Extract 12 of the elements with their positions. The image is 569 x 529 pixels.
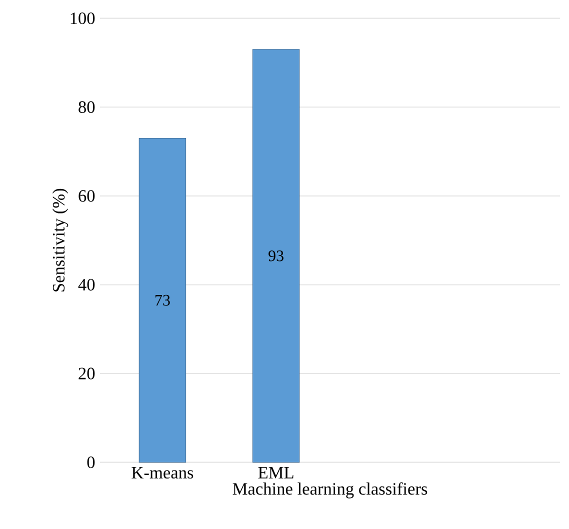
y-tick-label: 60 bbox=[78, 190, 95, 202]
y-tick-label: 40 bbox=[78, 278, 95, 291]
y-tick-label: 0 bbox=[87, 456, 95, 468]
data-label: 93 bbox=[268, 250, 284, 262]
y-tick-label: 80 bbox=[78, 101, 95, 113]
x-axis-title: Machine learning classifiers bbox=[232, 482, 428, 498]
x-tick-label: EML bbox=[258, 467, 294, 478]
data-label: 73 bbox=[156, 294, 170, 306]
y-tick-label: 100 bbox=[70, 12, 95, 24]
y-axis-title: Sensitivity (%) bbox=[52, 188, 68, 292]
x-tick-label: K-means bbox=[132, 467, 194, 479]
y-tick-label: 20 bbox=[78, 368, 95, 380]
